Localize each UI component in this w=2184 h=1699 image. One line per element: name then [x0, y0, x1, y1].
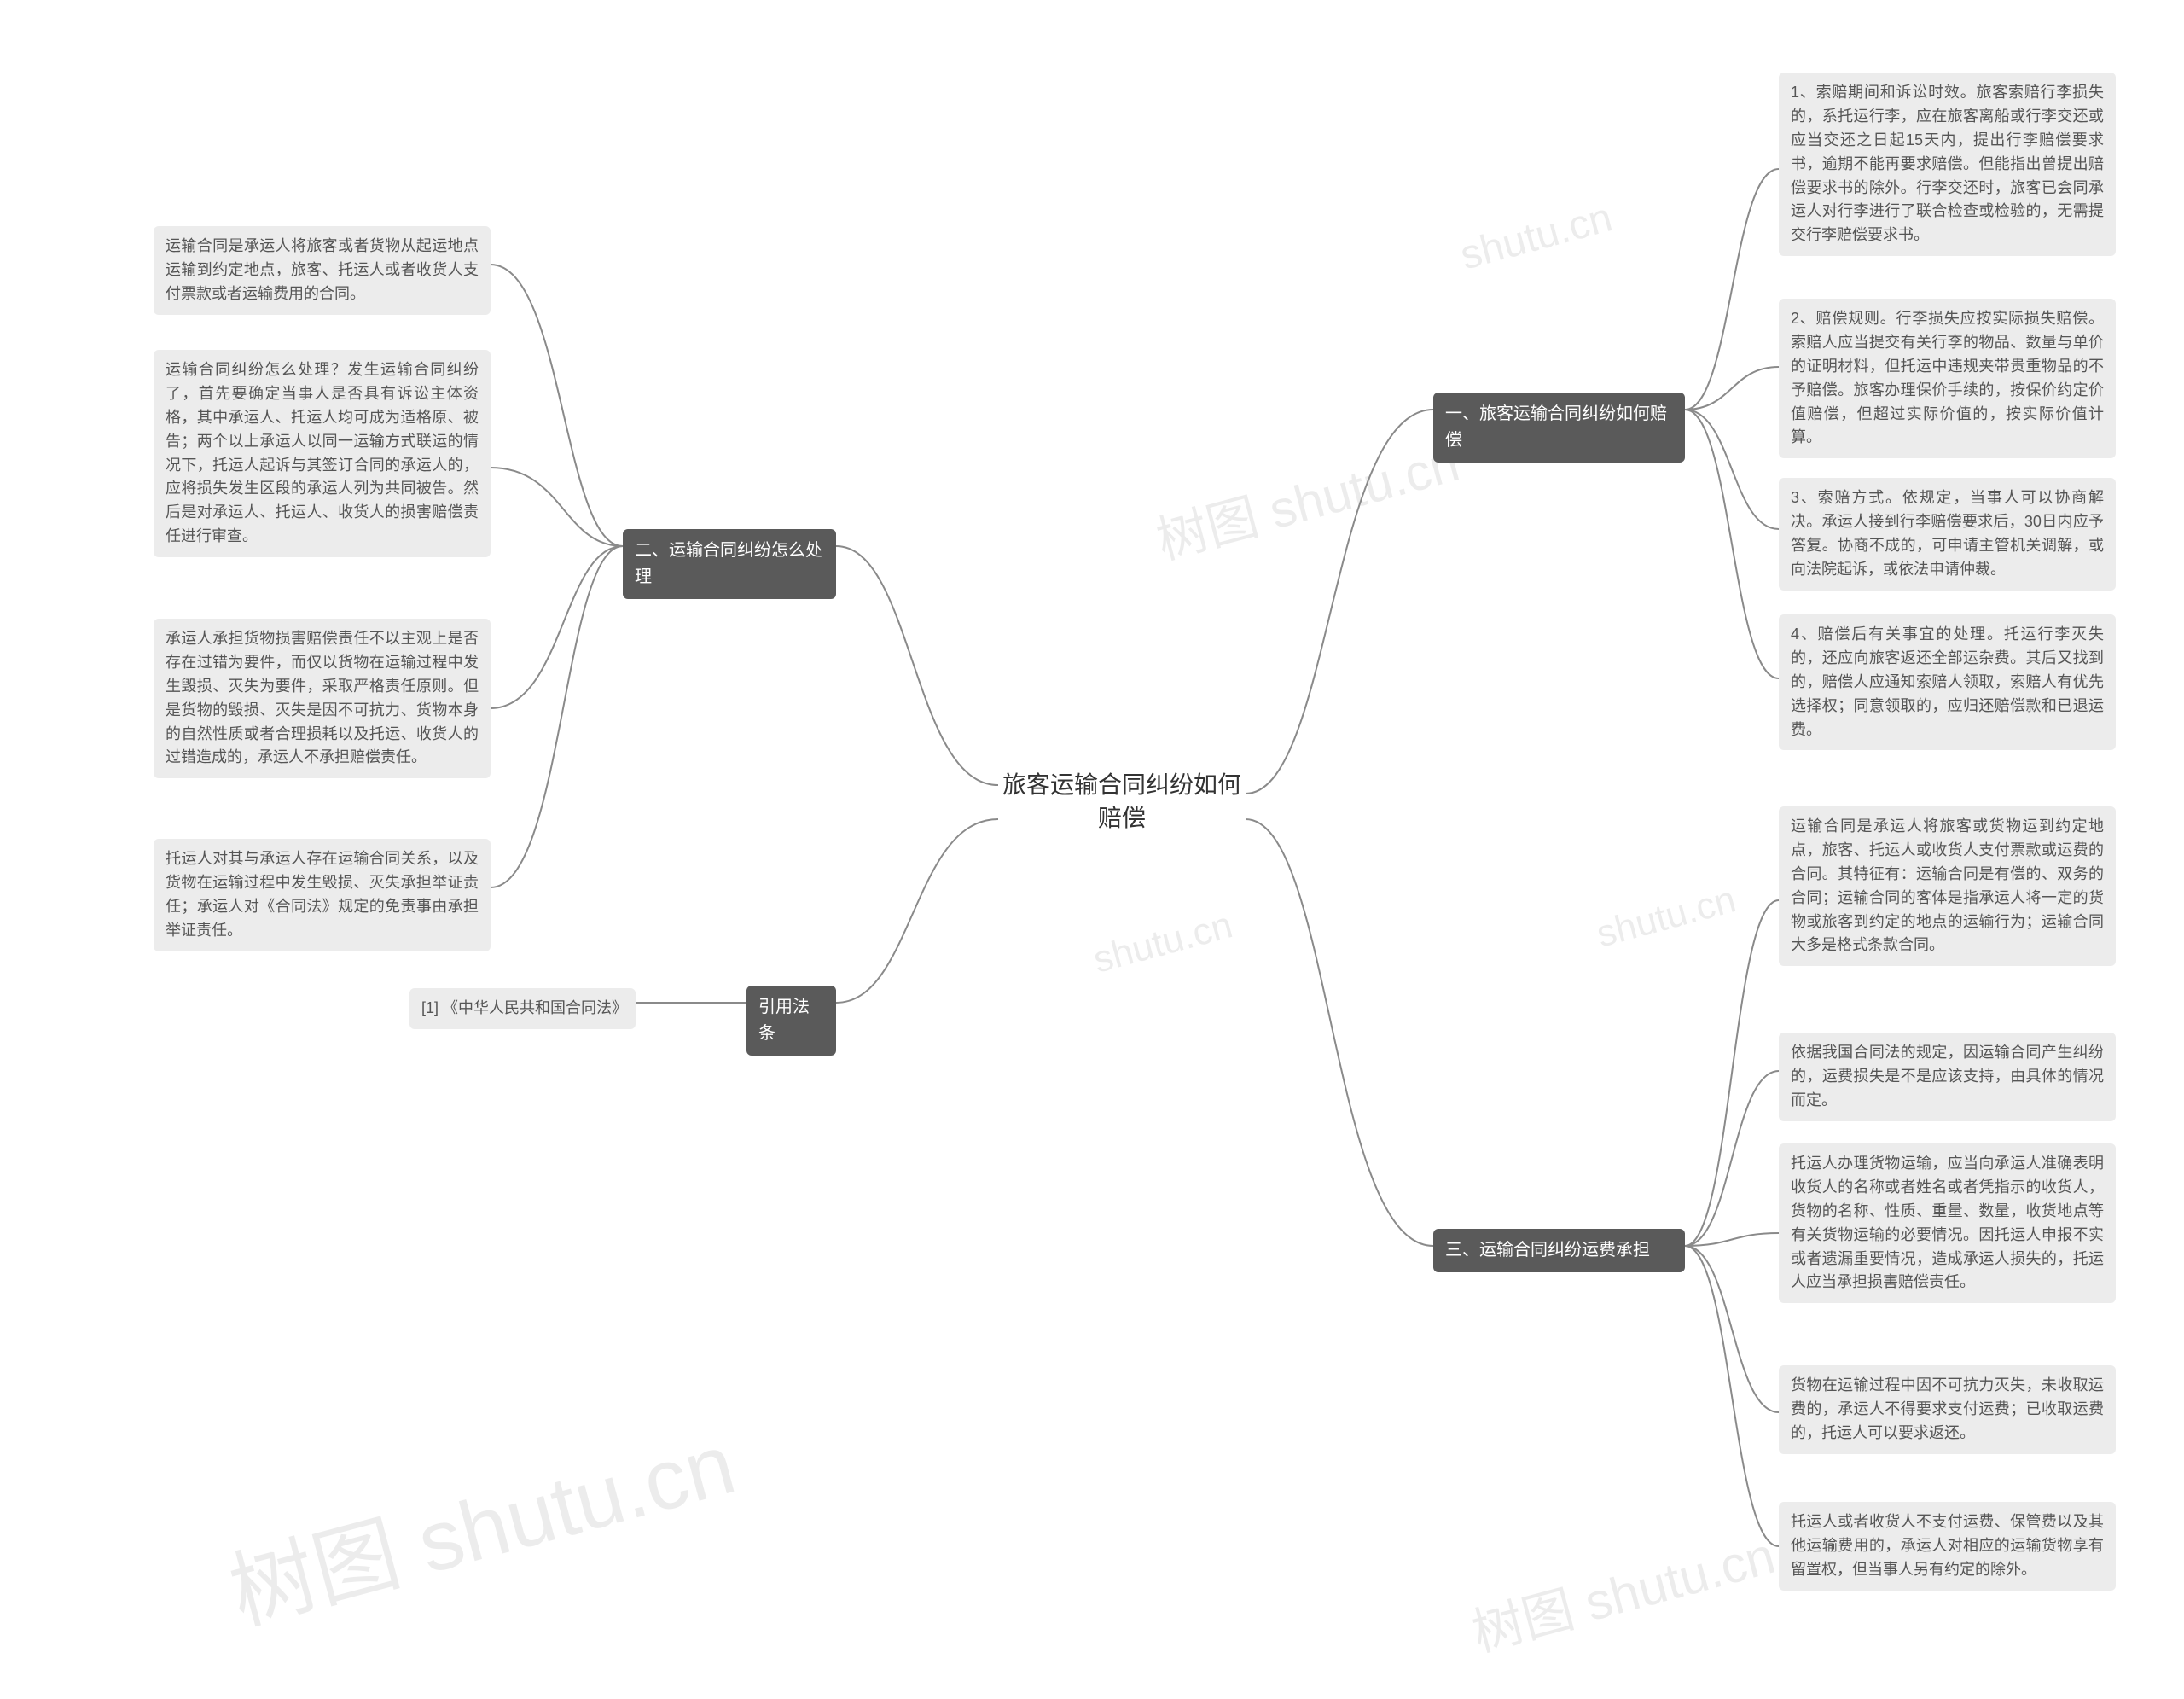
leaf-r3-0: 运输合同是承运人将旅客或货物运到约定地点，旅客、托运人或收货人支付票款或运费的合…: [1779, 806, 2116, 966]
leaf-text: 4、赔偿后有关事宜的处理。托运行李灭失的，还应向旅客返还全部运杂费。其后又找到的…: [1791, 625, 2104, 738]
leaf-text: 依据我国合同法的规定，因运输合同产生纠纷的，运费损失是不是应该支持，由具体的情况…: [1791, 1044, 2104, 1108]
leaf-r3-2: 托运人办理货物运输，应当向承运人准确表明收货人的名称或者姓名或者凭指示的收货人，…: [1779, 1143, 2116, 1303]
branch-left-law: 引用法条: [746, 986, 836, 1056]
leaf-r1-0: 1、索赔期间和诉讼时效。旅客索赔行李损失的，系托运行李，应在旅客离船或行李交还或…: [1779, 73, 2116, 256]
leaf-r1-3: 4、赔偿后有关事宜的处理。托运行李灭失的，还应向旅客返还全部运杂费。其后又找到的…: [1779, 614, 2116, 750]
leaf-text: 1、索赔期间和诉讼时效。旅客索赔行李损失的，系托运行李，应在旅客离船或行李交还或…: [1791, 84, 2104, 243]
leaf-text: 托运人或者收货人不支付运费、保管费以及其他运输费用的，承运人对相应的运输货物享有…: [1791, 1513, 2104, 1578]
leaf-r1-2: 3、索赔方式。依规定，当事人可以协商解决。承运人接到行李赔偿要求后，30日内应予…: [1779, 478, 2116, 591]
leaf-text: 托运人对其与承运人存在运输合同关系，以及货物在运输过程中发生毁损、灭失承担举证责…: [166, 850, 479, 939]
root-node: 旅客运输合同纠纷如何赔偿: [1002, 768, 1241, 835]
watermark: shutu.cn: [1089, 904, 1237, 981]
branch-label: 二、运输合同纠纷怎么处理: [635, 541, 822, 586]
root-text: 旅客运输合同纠纷如何赔偿: [1002, 771, 1241, 831]
leaf-text: 2、赔偿规则。行李损失应按实际损失赔偿。索赔人应当提交有关行李的物品、数量与单价…: [1791, 310, 2104, 445]
leaf-l2-0: 运输合同是承运人将旅客或者货物从起运地点运输到约定地点，旅客、托运人或者收货人支…: [154, 226, 491, 315]
leaf-text: 托运人办理货物运输，应当向承运人准确表明收货人的名称或者姓名或者凭指示的收货人，…: [1791, 1155, 2104, 1290]
branch-left-2: 二、运输合同纠纷怎么处理: [623, 529, 836, 599]
leaf-text: 运输合同是承运人将旅客或货物运到约定地点，旅客、托运人或收货人支付票款或运费的合…: [1791, 817, 2104, 953]
leaf-text: 运输合同是承运人将旅客或者货物从起运地点运输到约定地点，旅客、托运人或者收货人支…: [166, 237, 479, 302]
leaf-r3-4: 托运人或者收货人不支付运费、保管费以及其他运输费用的，承运人对相应的运输货物享有…: [1779, 1502, 2116, 1591]
branch-label: 引用法条: [758, 998, 810, 1043]
leaf-l2-2: 承运人承担货物损害赔偿责任不以主观上是否存在过错为要件，而仅以货物在运输过程中发…: [154, 619, 491, 778]
branch-label: 一、旅客运输合同纠纷如何赔偿: [1445, 404, 1667, 450]
leaf-l2-3: 托运人对其与承运人存在运输合同关系，以及货物在运输过程中发生毁损、灭失承担举证责…: [154, 839, 491, 951]
leaf-law-0: [1] 《中华人民共和国合同法》: [410, 988, 636, 1029]
watermark: shutu.cn: [1592, 878, 1740, 956]
watermark: 树图 shutu.cn: [215, 1394, 746, 1648]
branch-right-3: 三、运输合同纠纷运费承担: [1433, 1229, 1685, 1272]
leaf-text: 承运人承担货物损害赔偿责任不以主观上是否存在过错为要件，而仅以货物在运输过程中发…: [166, 630, 479, 765]
watermark: 树图 shutu.cn: [1463, 1514, 1782, 1666]
watermark: shutu.cn: [1455, 194, 1618, 279]
leaf-text: 3、索赔方式。依规定，当事人可以协商解决。承运人接到行李赔偿要求后，30日内应予…: [1791, 489, 2104, 578]
branch-right-1: 一、旅客运输合同纠纷如何赔偿: [1433, 393, 1685, 463]
leaf-r3-3: 货物在运输过程中因不可抗力灭失，未收取运费的，承运人不得要求支付运费；已收取运费…: [1779, 1365, 2116, 1454]
leaf-text: 运输合同纠纷怎么处理？发生运输合同纠纷了，首先要确定当事人是否具有诉讼主体资格，…: [166, 361, 479, 544]
branch-label: 三、运输合同纠纷运费承担: [1445, 1241, 1650, 1260]
watermark: 树图 shutu.cn: [1147, 422, 1467, 573]
leaf-l2-1: 运输合同纠纷怎么处理？发生运输合同纠纷了，首先要确定当事人是否具有诉讼主体资格，…: [154, 350, 491, 557]
leaf-r3-1: 依据我国合同法的规定，因运输合同产生纠纷的，运费损失是不是应该支持，由具体的情况…: [1779, 1033, 2116, 1121]
leaf-text: [1] 《中华人民共和国合同法》: [421, 999, 627, 1016]
leaf-r1-1: 2、赔偿规则。行李损失应按实际损失赔偿。索赔人应当提交有关行李的物品、数量与单价…: [1779, 299, 2116, 458]
leaf-text: 货物在运输过程中因不可抗力灭失，未收取运费的，承运人不得要求支付运费；已收取运费…: [1791, 1376, 2104, 1441]
